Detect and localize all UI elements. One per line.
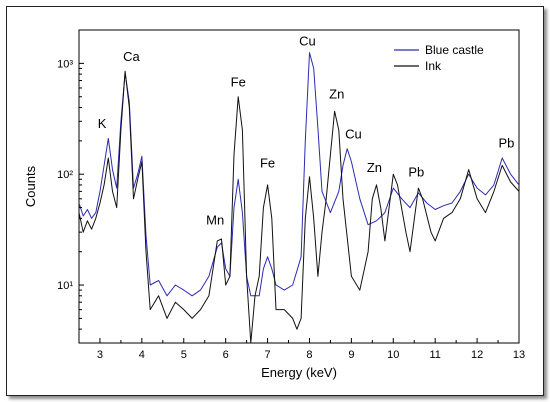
peak-label: K [98,116,107,131]
x-tick-label: 9 [348,349,354,361]
series-group [79,52,519,343]
x-tick-label: 12 [471,349,483,361]
peak-label: Cu [345,126,362,141]
x-tick-label: 5 [181,349,187,361]
legend: Blue castle Ink [394,43,484,73]
peak-label: Cu [299,33,316,48]
x-tick-label: 10 [387,349,399,361]
y-tick-label: 10¹ [57,280,73,292]
x-tick-label: 6 [223,349,229,361]
peak-label: Zn [329,87,344,102]
peak-label: Pb [498,135,514,150]
legend-label: Blue castle [425,43,484,57]
peak-label: Fe [260,155,275,170]
peak-label: Ca [123,49,140,64]
series-line-ink [79,70,519,343]
figure-frame: 3 4 5 6 7 8 9 10 11 12 13 10¹ 10² 10³ K Ca Mn Fe Fe Cu Zn Cu… [6,6,544,396]
y-tick-label: 10³ [57,58,73,70]
x-tick-label: 7 [265,349,271,361]
plot-frame [78,29,520,344]
peak-label: Zn [367,160,382,175]
peak-label: Mn [206,213,224,228]
x-tick-label: 8 [306,349,312,361]
annotations: K Ca Mn Fe Fe Cu Zn Cu Zn Pb Pb [98,33,515,227]
x-tick-label: 11 [429,349,440,361]
y-axis-label: Counts [23,165,38,207]
legend-label: Ink [425,59,442,73]
axes: 3 4 5 6 7 8 9 10 11 12 13 10¹ 10² 10³ [57,29,525,361]
x-tick-label: 13 [513,349,525,361]
x-tick-label: 3 [97,349,103,361]
peak-label: Pb [408,165,424,180]
peak-label: Fe [231,74,246,89]
y-tick-label: 10² [57,169,73,181]
plot-area [78,29,520,344]
x-tick-label: 4 [139,349,145,361]
series-line-blue-castle [79,52,519,297]
x-axis-label: Energy (keV) [261,365,337,380]
chart: 3 4 5 6 7 8 9 10 11 12 13 10¹ 10² 10³ K Ca Mn Fe Fe Cu Zn Cu… [23,29,525,380]
